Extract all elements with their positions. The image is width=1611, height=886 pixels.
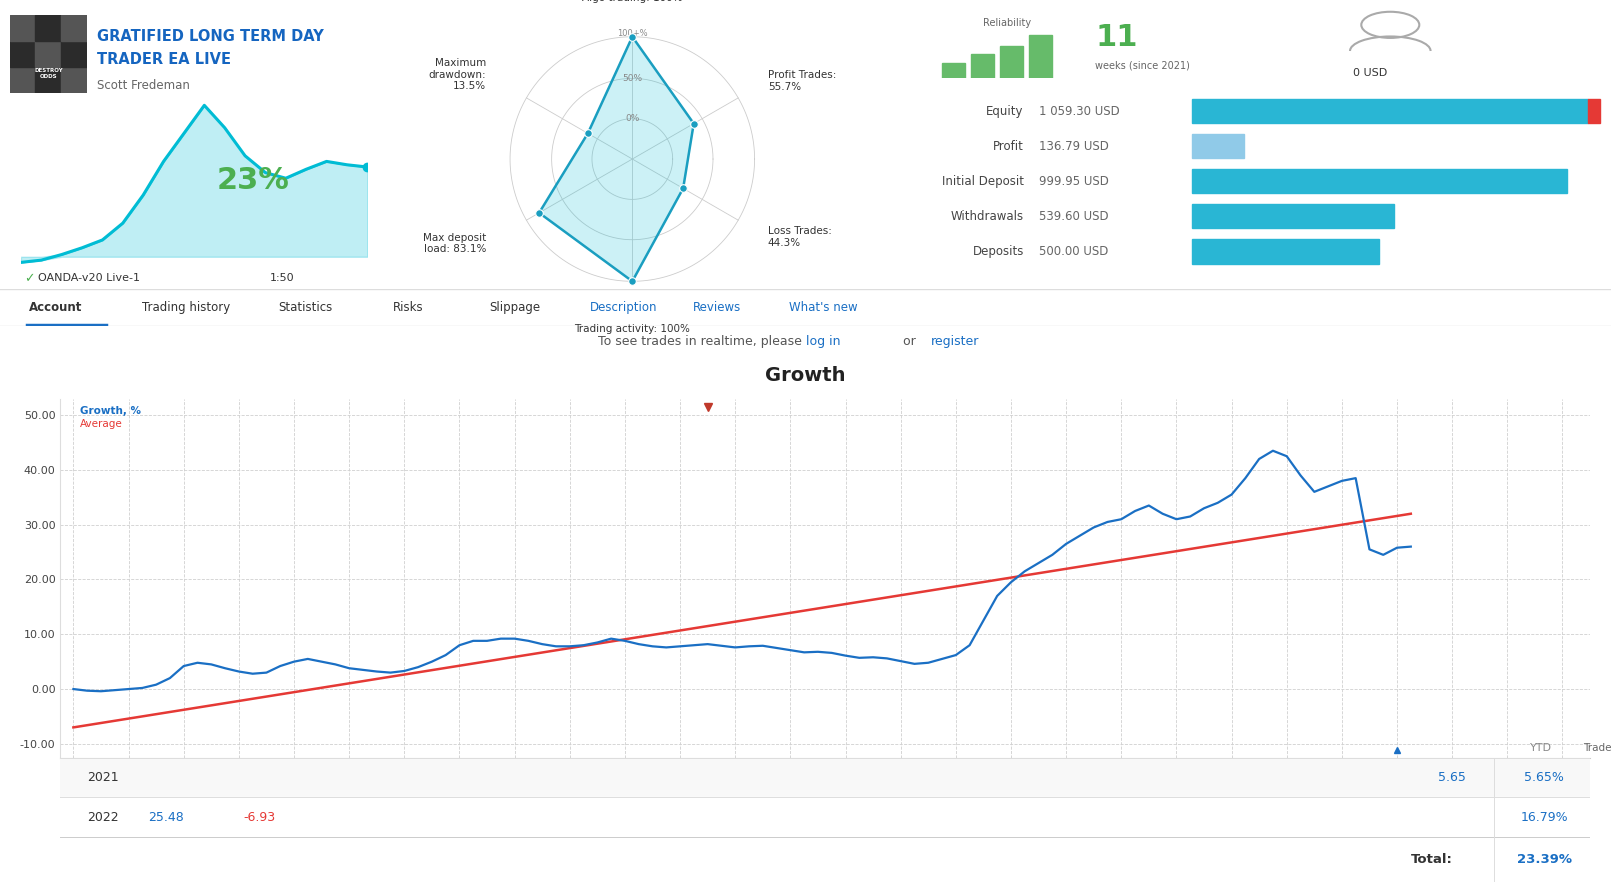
Text: Growth, %: Growth, % bbox=[81, 406, 142, 416]
Text: Slippage: Slippage bbox=[490, 301, 541, 314]
Text: 539.60 USD: 539.60 USD bbox=[1039, 210, 1108, 222]
Text: or: or bbox=[899, 336, 920, 348]
Text: Feb: Feb bbox=[298, 773, 317, 782]
Text: Total:: Total: bbox=[1411, 853, 1453, 866]
Text: Dec: Dec bbox=[1345, 773, 1366, 782]
Text: Statistics: Statistics bbox=[279, 301, 333, 314]
Text: 0 USD: 0 USD bbox=[1353, 68, 1387, 78]
Text: Jul: Jul bbox=[921, 773, 934, 782]
Text: ✓: ✓ bbox=[24, 272, 35, 284]
Bar bbox=[1000, 45, 1023, 78]
Bar bbox=[942, 63, 965, 78]
Text: Jun: Jun bbox=[809, 773, 826, 782]
Bar bbox=[971, 54, 994, 78]
Bar bbox=[1192, 169, 1566, 193]
Text: Withdrawals: Withdrawals bbox=[950, 210, 1025, 222]
Bar bbox=[35, 41, 61, 67]
Text: Reviews: Reviews bbox=[693, 301, 741, 314]
Text: 25.48: 25.48 bbox=[148, 811, 184, 824]
Text: Account: Account bbox=[29, 301, 82, 314]
Text: 1 059.30 USD: 1 059.30 USD bbox=[1039, 105, 1120, 118]
Text: 500.00 USD: 500.00 USD bbox=[1039, 245, 1108, 258]
Bar bbox=[1029, 35, 1052, 78]
Bar bbox=[10, 41, 35, 67]
Text: Average: Average bbox=[81, 419, 122, 429]
Bar bbox=[10, 67, 35, 93]
Text: TRADER EA LIVE: TRADER EA LIVE bbox=[97, 52, 230, 67]
Bar bbox=[1192, 204, 1395, 229]
Text: 23.39%: 23.39% bbox=[1516, 853, 1572, 866]
Text: May: May bbox=[696, 773, 719, 782]
Text: 1:50: 1:50 bbox=[271, 273, 295, 284]
Bar bbox=[61, 15, 87, 41]
Text: Sep: Sep bbox=[1083, 773, 1104, 782]
Text: weeks (since 2021): weeks (since 2021) bbox=[1095, 60, 1191, 71]
Text: To see trades in realtime, please: To see trades in realtime, please bbox=[598, 336, 806, 348]
Text: Max deposit
load: 83.1%: Max deposit load: 83.1% bbox=[424, 233, 487, 254]
Text: Aug: Aug bbox=[1000, 773, 1021, 782]
Text: YTD: YTD bbox=[1530, 742, 1551, 753]
Text: 2022: 2022 bbox=[87, 811, 119, 824]
Point bbox=[527, 206, 553, 220]
Bar bbox=[10, 15, 35, 41]
Bar bbox=[35, 15, 61, 41]
Text: Algo trading: 100%: Algo trading: 100% bbox=[582, 0, 683, 3]
Bar bbox=[1192, 134, 1244, 159]
Text: 5.65: 5.65 bbox=[1439, 771, 1466, 784]
Text: Maximum
drawdown:
13.5%: Maximum drawdown: 13.5% bbox=[429, 58, 487, 91]
Text: 100+%: 100+% bbox=[617, 28, 648, 37]
Bar bbox=[1588, 99, 1600, 123]
Text: Equity: Equity bbox=[986, 105, 1025, 118]
Bar bbox=[60, 797, 1590, 837]
Text: Profit: Profit bbox=[992, 140, 1025, 152]
Text: 23%: 23% bbox=[216, 166, 290, 195]
Text: 999.95 USD: 999.95 USD bbox=[1039, 175, 1108, 188]
Bar bbox=[60, 758, 1590, 797]
Bar bbox=[35, 67, 61, 93]
Text: Risks: Risks bbox=[393, 301, 424, 314]
Text: Trading history: Trading history bbox=[142, 301, 230, 314]
Text: 11: 11 bbox=[1095, 23, 1137, 52]
Text: register: register bbox=[931, 336, 979, 348]
Polygon shape bbox=[540, 37, 694, 282]
Text: Nov: Nov bbox=[1261, 773, 1284, 782]
Text: 2021: 2021 bbox=[87, 771, 119, 784]
Text: Trades: Trades bbox=[1584, 743, 1611, 753]
Text: DESTROY
ODDS: DESTROY ODDS bbox=[34, 67, 63, 80]
Text: Scott Fredeman: Scott Fredeman bbox=[97, 79, 190, 92]
Text: Trading activity: 100%: Trading activity: 100% bbox=[575, 324, 690, 334]
Text: 5.65%: 5.65% bbox=[1524, 771, 1564, 784]
Bar bbox=[1192, 99, 1588, 123]
Point bbox=[620, 275, 646, 289]
Text: Reliability: Reliability bbox=[983, 18, 1031, 28]
Text: log in: log in bbox=[806, 336, 839, 348]
Point bbox=[575, 127, 601, 141]
Text: What's new: What's new bbox=[789, 301, 859, 314]
Text: Jan: Jan bbox=[134, 773, 151, 782]
Text: Mar: Mar bbox=[449, 773, 470, 782]
Text: Profit Trades:
55.7%: Profit Trades: 55.7% bbox=[768, 70, 836, 91]
Text: 136.79 USD: 136.79 USD bbox=[1039, 140, 1108, 152]
Text: 50%: 50% bbox=[622, 74, 643, 82]
Bar bbox=[61, 41, 87, 67]
Text: GRATIFIED LONG TERM DAY: GRATIFIED LONG TERM DAY bbox=[97, 29, 324, 44]
Point bbox=[670, 182, 696, 196]
Text: -6.93: -6.93 bbox=[243, 811, 275, 824]
Bar bbox=[1192, 239, 1379, 263]
Text: OANDA-v20 Live-1: OANDA-v20 Live-1 bbox=[39, 273, 140, 284]
Text: 0%: 0% bbox=[625, 114, 640, 123]
Bar bbox=[61, 67, 87, 93]
Text: Growth: Growth bbox=[765, 366, 846, 385]
Point bbox=[620, 30, 646, 44]
Text: Oct: Oct bbox=[1166, 773, 1186, 782]
Text: Initial Deposit: Initial Deposit bbox=[942, 175, 1025, 188]
Text: 16.79%: 16.79% bbox=[1521, 811, 1568, 824]
Text: Loss Trades:
44.3%: Loss Trades: 44.3% bbox=[768, 227, 831, 248]
Text: Deposits: Deposits bbox=[973, 245, 1025, 258]
Text: Apr: Apr bbox=[588, 773, 607, 782]
Point bbox=[681, 116, 707, 130]
Text: Description: Description bbox=[590, 301, 657, 314]
